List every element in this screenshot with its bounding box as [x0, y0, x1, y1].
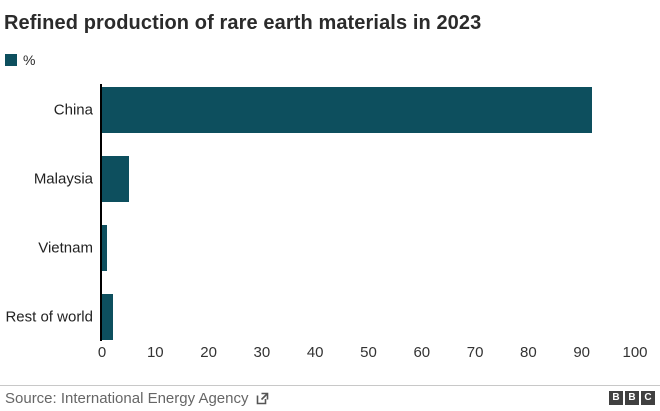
- x-axis-tick-labels: 0 10 20 30 40 50 60 70 80 90 100: [0, 344, 660, 364]
- bar-row: Rest of world: [0, 294, 660, 340]
- legend-label: %: [23, 52, 36, 68]
- y-axis-line: [100, 84, 102, 341]
- source-link[interactable]: Source: International Energy Agency: [5, 390, 269, 407]
- bar-rest-of-world: [102, 294, 113, 340]
- bar-chart-plot: China Malaysia Vietnam Rest of world 0 10 20 3…: [0, 84, 660, 377]
- x-tick-label: 10: [146, 344, 164, 361]
- bar-malaysia: [102, 156, 129, 202]
- bar-vietnam: [102, 225, 108, 271]
- bbc-logo-block: B: [609, 391, 623, 405]
- x-tick-label: 0: [97, 344, 107, 361]
- bbc-logo-block: B: [625, 391, 639, 405]
- legend: %: [5, 52, 35, 68]
- x-tick-label: 70: [466, 344, 484, 361]
- x-tick-label: 50: [360, 344, 377, 361]
- external-link-icon: [256, 392, 268, 405]
- category-label-malaysia: Malaysia: [33, 170, 93, 188]
- bbc-logo-block: C: [641, 391, 655, 405]
- footer-divider: [0, 385, 660, 386]
- bar-row: China: [0, 87, 660, 133]
- category-label-vietnam: Vietnam: [38, 239, 93, 257]
- x-tick-label: 20: [200, 344, 217, 361]
- x-tick-label: 30: [253, 344, 271, 361]
- category-label-rest-of-world: Rest of world: [5, 308, 93, 326]
- chart-title: Refined production of rare earth materia…: [4, 12, 482, 34]
- bar-row: Malaysia: [0, 156, 660, 202]
- bar-china: [102, 87, 593, 133]
- bar-row: Vietnam: [0, 225, 660, 271]
- x-tick-label: 100: [622, 344, 648, 361]
- legend-swatch: [5, 54, 17, 66]
- x-tick-label: 80: [520, 344, 537, 361]
- x-tick-label: 40: [306, 344, 324, 361]
- x-tick-label: 60: [413, 344, 431, 361]
- category-label-china: China: [53, 101, 93, 119]
- x-tick-label: 90: [573, 344, 591, 361]
- source-text: Source: International Energy Agency: [5, 390, 249, 407]
- bar-rows: China Malaysia Vietnam Rest of world: [0, 87, 660, 340]
